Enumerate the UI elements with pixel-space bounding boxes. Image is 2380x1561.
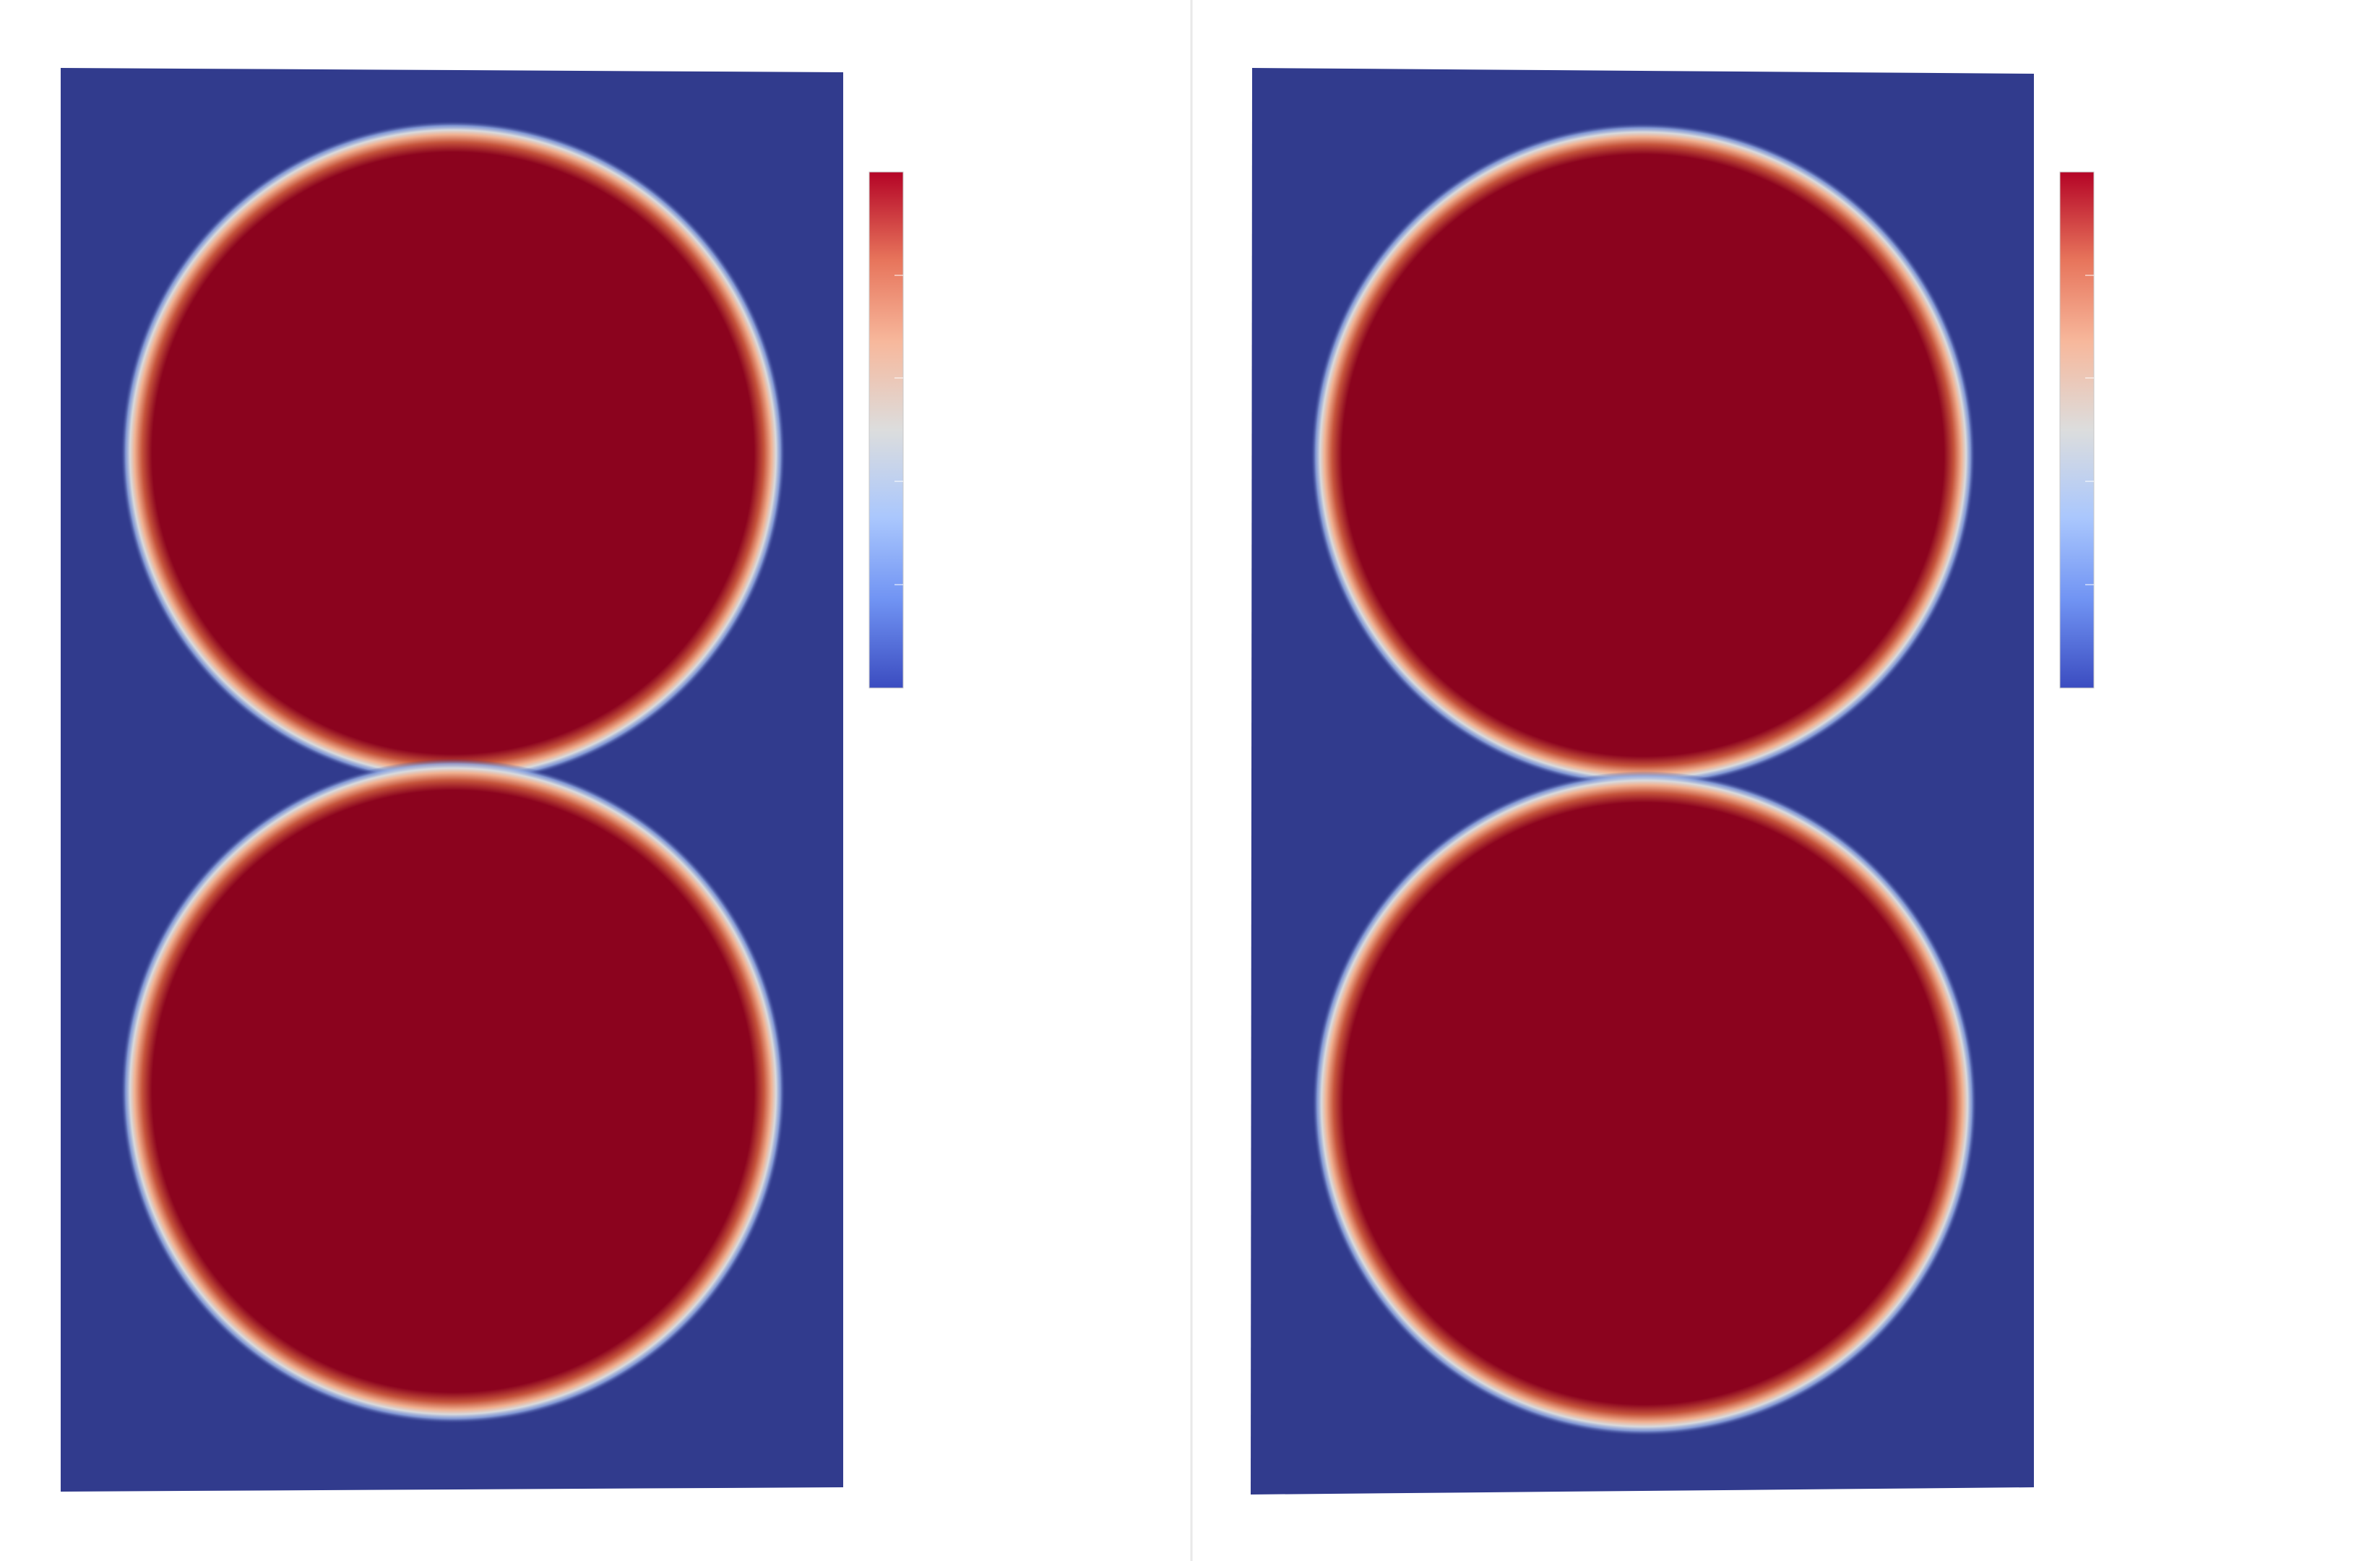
- colorbar: [2059, 171, 2095, 689]
- droplet-top: [1311, 123, 1975, 788]
- droplet-bottom: [121, 759, 785, 1424]
- droplet-bottom: [1312, 771, 1977, 1436]
- viewport-left[interactable]: [61, 68, 904, 1492]
- colorbar: [868, 171, 904, 689]
- viewport-right[interactable]: [1251, 68, 2095, 1495]
- droplet-top: [121, 121, 785, 786]
